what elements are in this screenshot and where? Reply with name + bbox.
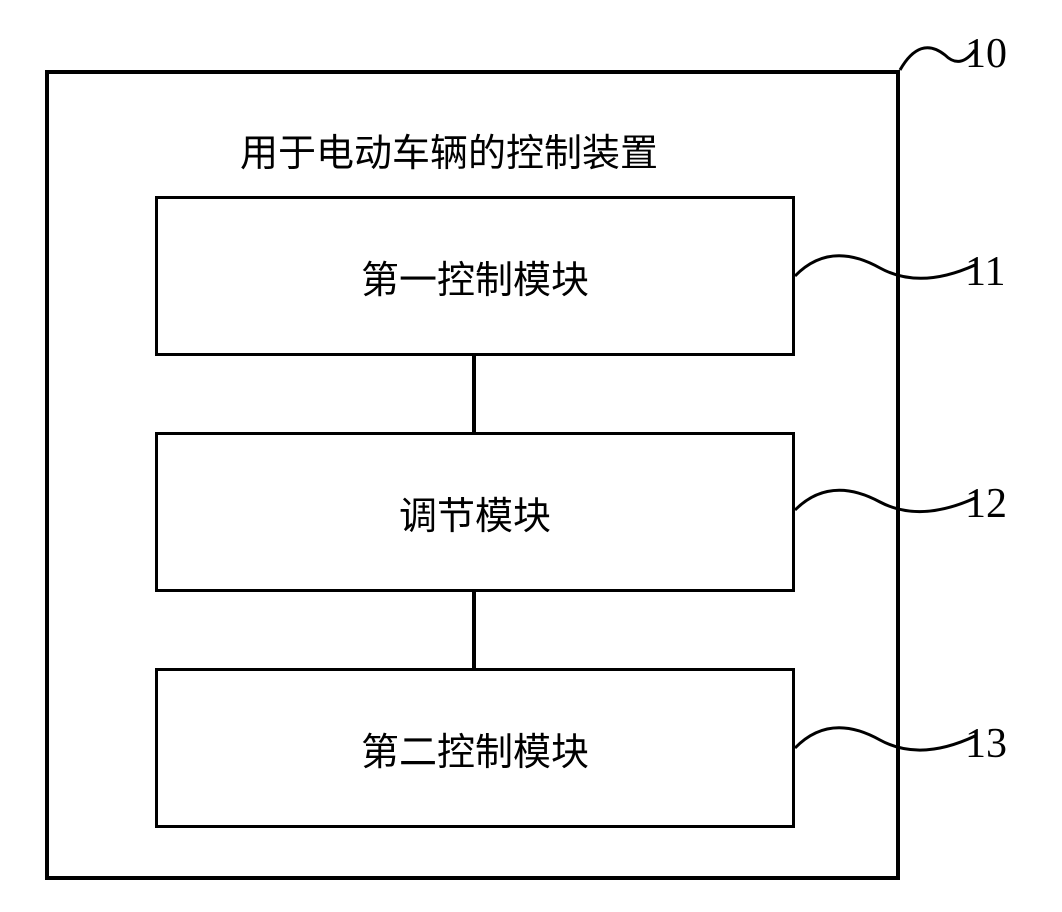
leader-curve-10	[900, 48, 975, 70]
leader-curve-11	[795, 256, 975, 279]
leader-line-svg	[0, 0, 1062, 912]
leader-curve-12	[795, 490, 975, 511]
leader-curve-13	[795, 728, 975, 750]
